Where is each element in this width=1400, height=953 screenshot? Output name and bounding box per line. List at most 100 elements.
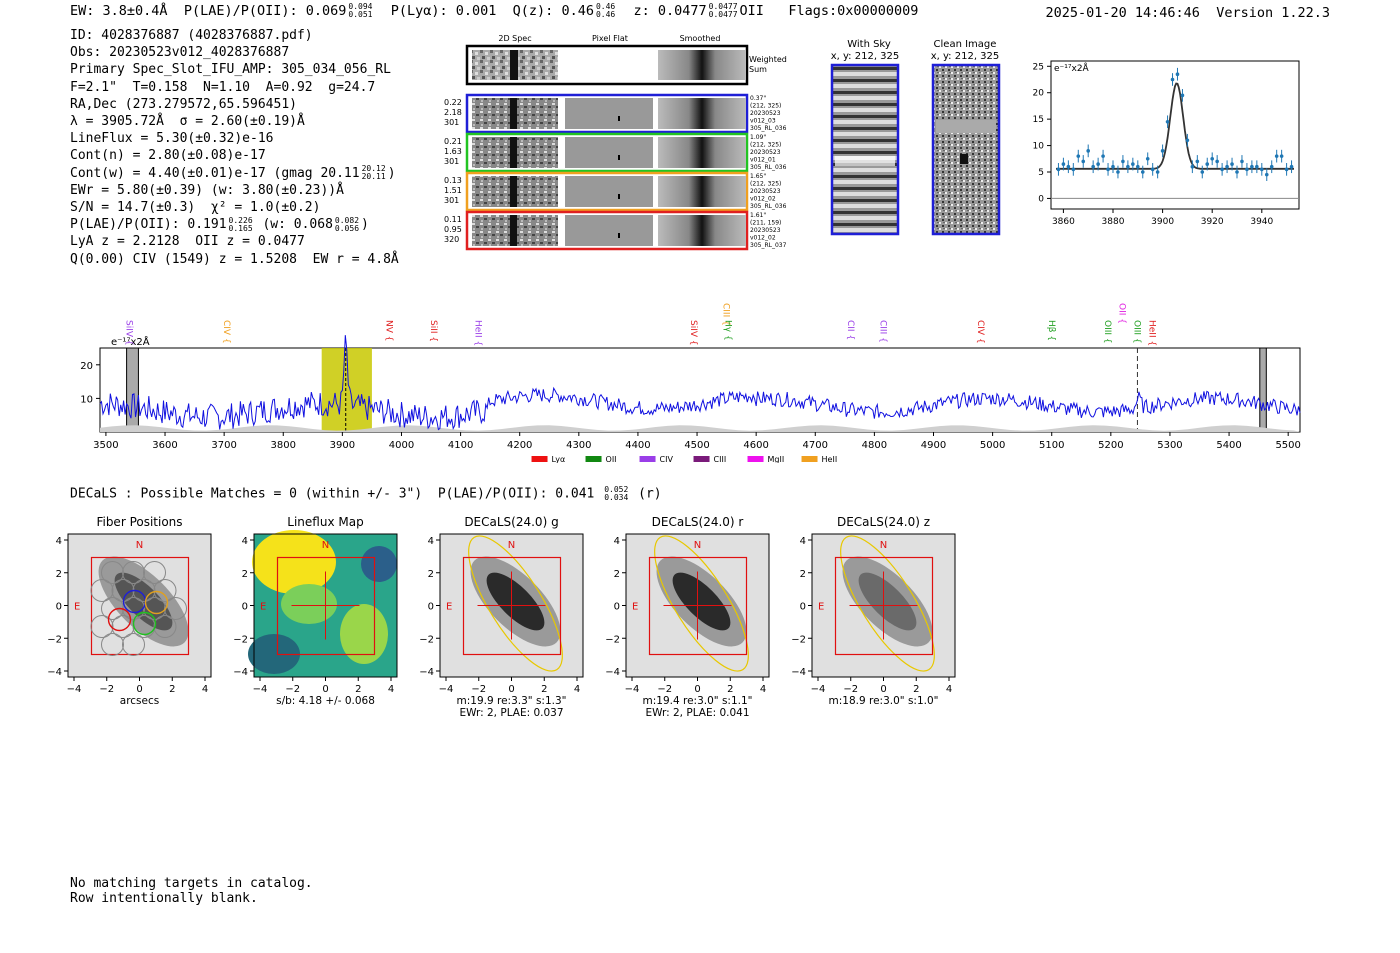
stamp-right-label: (212, 325) <box>750 181 781 188</box>
qz-hi: 0.46 <box>595 2 616 11</box>
stamp-right-label: 1.61" <box>750 212 766 219</box>
spectrum-xtick-label: 4500 <box>684 440 709 451</box>
fit-data-point <box>1269 164 1274 169</box>
qz-value: Q(z): 0.46 <box>512 3 594 19</box>
legend-label: CIV <box>660 455 674 463</box>
fit-plot-frame <box>1050 60 1300 210</box>
panel-ytick-label: −2 <box>605 634 620 645</box>
contw-text: Cont(w) = 4.40(±0.01)e-17 (gmag 20.11 <box>70 165 360 181</box>
panel-xtick-label: −2 <box>471 684 486 695</box>
lineflux-low <box>248 634 300 674</box>
fit-data-point <box>1210 156 1214 161</box>
compass-east: E <box>74 602 80 613</box>
plae2-lo: 0.165 <box>228 223 253 233</box>
panel-xtick-label: 0 <box>694 684 700 695</box>
stamp-left-label: 2.18 <box>444 108 462 117</box>
stamp-left-label: 0.21 <box>444 137 462 146</box>
fit-data-point <box>1091 164 1095 169</box>
galaxy-core <box>486 572 545 631</box>
info-params: F=2.1" T=0.158 N=1.10 A=0.92 g=24.7 <box>70 79 376 95</box>
stamp-smooth <box>658 98 746 129</box>
z-line: OII <box>739 3 764 19</box>
aperture-box <box>462 556 562 656</box>
fiber-circle <box>153 579 177 602</box>
panel-ytick-label: −4 <box>233 667 248 678</box>
fit-data-point <box>1145 156 1150 161</box>
weighted-sum-label: Weighted <box>749 55 787 64</box>
spectrum-xtick-label: 4400 <box>625 440 650 451</box>
spectrum-frame <box>99 347 1301 433</box>
stamp-left-label: 320 <box>444 235 459 244</box>
fit-data-point <box>1170 77 1175 82</box>
info-primary: Primary Spec_Slot_IFU_AMP: 305_034_056_R… <box>70 62 391 78</box>
panel-ytick-label: 0 <box>242 602 248 613</box>
panel-xtick-label: −4 <box>625 684 640 695</box>
fit-data-point <box>1150 167 1155 172</box>
fit-ytick-label: 15 <box>1033 115 1044 125</box>
fit-data-point <box>1116 170 1120 174</box>
col-smoothed: Smoothed <box>680 34 721 43</box>
fiber-circle <box>90 615 114 638</box>
gmag-hi: 20.12 <box>361 164 386 174</box>
stamp-right-label: 305_RL_036 <box>750 125 787 132</box>
fit-data-point <box>1215 159 1219 164</box>
stamp-smooth <box>658 176 746 207</box>
decals-lo: 0.034 <box>604 493 629 502</box>
panel-ytick-label: −4 <box>791 667 806 678</box>
stamp-2d-line <box>510 137 517 168</box>
spectrum-line-label: HeII { <box>472 320 482 346</box>
stamp-left-label: 301 <box>444 196 459 205</box>
masked-region <box>1259 347 1267 433</box>
panel-ytick-label: 2 <box>800 569 806 580</box>
spectrum-ylabel: e⁻¹⁷x2Å <box>111 335 150 348</box>
info-lineflux: LineFlux = 5.30(±0.32)e-16 <box>70 131 274 147</box>
footer-note: No matching targets in catalog. Row inten… <box>70 876 313 906</box>
panel-xtick-label: 2 <box>169 684 175 695</box>
stamp-right-label: 305_RL_036 <box>750 164 787 171</box>
fit-data-point <box>1081 159 1086 164</box>
panel-ytick-label: 4 <box>800 536 806 547</box>
spectrum-xtick-label: 5000 <box>980 440 1005 451</box>
legend-swatch <box>531 456 548 462</box>
panel-xtick-label: −4 <box>439 684 454 695</box>
legend-swatch <box>747 456 764 462</box>
aperture-box <box>834 556 934 656</box>
decals-hi: 0.052 <box>604 485 629 494</box>
plya-value: P(Lyα): 0.001 <box>390 3 497 19</box>
footer-line-1: No matching targets in catalog. <box>70 876 313 891</box>
panel-ytick-label: 0 <box>614 602 620 613</box>
panel-xtick-label: −2 <box>285 684 300 695</box>
lineflux-region <box>340 604 388 664</box>
spectrum-line-label: Hγ { <box>722 320 732 341</box>
spectrum-xtick-label: 3700 <box>211 440 236 451</box>
fit-xtick-label: 3880 <box>1102 217 1125 227</box>
panel-caption-2: EWr: 2, PLAE: 0.037 <box>459 707 563 719</box>
panel-title: Fiber Positions <box>96 515 182 529</box>
stamp-right-label: v012_03 <box>750 118 776 125</box>
panel-ytick-label: −2 <box>419 634 434 645</box>
panel-xtick-label: 4 <box>388 684 394 695</box>
spectrum-xtick-label: 3800 <box>271 440 296 451</box>
stamp-left-label: 1.63 <box>444 147 462 156</box>
stamp-left-label: 0.22 <box>444 98 462 107</box>
fit-data-point <box>1111 164 1115 169</box>
footer-line-2: Row intentionally blank. <box>70 891 258 906</box>
fiber-circle <box>101 561 124 584</box>
fit-data-point <box>1289 164 1294 169</box>
info-obs: Obs: 20230523v012_4028376887 <box>70 45 290 61</box>
fit-data-point <box>1245 167 1249 172</box>
with-sky-xy: x, y: 212, 325 <box>831 51 900 62</box>
fit-data-point <box>1165 119 1170 124</box>
fit-xtick-label: 3860 <box>1052 217 1075 227</box>
spectrum-xtick-label: 4800 <box>862 440 887 451</box>
header-right: 2025-01-20 14:46:46 Version 1.22.3 <box>1046 5 1331 21</box>
plae2-hi: 0.226 <box>228 215 253 225</box>
fit-data-point <box>1284 167 1289 172</box>
fit-data-point <box>1131 162 1135 166</box>
panel-ytick-label: 4 <box>428 536 434 547</box>
fiber-circle <box>90 579 114 602</box>
fit-data-point <box>1101 154 1105 158</box>
fit-ytick-label: 5 <box>1038 168 1044 178</box>
panel-xtick-label: 2 <box>355 684 361 695</box>
fit-data-point <box>1225 164 1229 169</box>
